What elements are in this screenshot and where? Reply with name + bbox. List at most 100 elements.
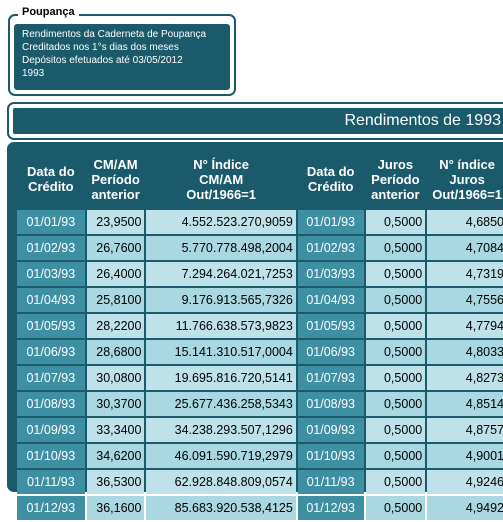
table-header-row: Data do Crédito CM/AM Período anterior N… [17, 150, 503, 208]
cell-indice-cm-am: 11.766.638.573,9823 [146, 314, 296, 338]
cell-indice-cm-am: 85.683.920.538,4125 [146, 496, 296, 520]
cell-indice-cm-am: 25.677.436.258,5343 [146, 392, 296, 416]
header-data-credito-2: Data do Crédito [297, 150, 364, 208]
table-container: Data do Crédito CM/AM Período anterior N… [7, 142, 503, 520]
header-line: N° Índice [193, 156, 250, 172]
cell-data-credito: 01/03/93 [297, 262, 364, 286]
header-line: Período [91, 171, 140, 187]
cell-data-credito: 01/12/93 [17, 496, 85, 520]
cell-data-credito: 01/02/93 [17, 236, 85, 260]
header-line: anterior [371, 186, 420, 202]
table-row: 01/03/93 26,4000 7.294.264.021,7253 01/03/9… [17, 262, 503, 286]
banner-title: Rendimentos de 1993 [13, 108, 503, 134]
legend-line: 1993 [22, 68, 45, 79]
banner: Rendimentos de 1993 [7, 102, 503, 140]
cell-indice-juros: 4,9246 [427, 470, 503, 494]
cell-cm-am: 23,9500 [86, 210, 145, 234]
cell-indice-juros: 4,8273 [427, 366, 503, 390]
table-row: 01/12/93 36,1600 85.683.920.538,4125 01/12/… [17, 496, 503, 520]
cell-data-credito: 01/08/93 [297, 392, 364, 416]
cell-juros: 0,5000 [365, 470, 426, 494]
header-line: Data do [306, 164, 355, 179]
cell-cm-am: 26,7600 [86, 236, 145, 260]
cell-data-credito: 01/04/93 [17, 288, 85, 312]
cell-data-credito: 01/01/93 [297, 210, 364, 234]
cell-data-credito: 01/10/93 [297, 444, 364, 468]
rates-table: Data do Crédito CM/AM Período anterior N… [15, 148, 503, 522]
cell-indice-cm-am: 7.294.264.021,7253 [146, 262, 296, 286]
table-row: 01/04/93 25,8100 9.176.913.565,7326 01/04/9… [17, 288, 503, 312]
cell-data-credito: 01/04/93 [297, 288, 364, 312]
header-line: Out/1966=1 [432, 186, 502, 202]
cell-indice-juros: 4,6850 [427, 210, 503, 234]
cell-juros: 0,5000 [365, 236, 426, 260]
cell-cm-am: 34,6200 [86, 444, 145, 468]
cell-data-credito: 01/10/93 [17, 444, 85, 468]
cell-juros: 0,5000 [365, 288, 426, 312]
table-row: 01/06/93 28,6800 15.141.310.517,0004 01/06/… [17, 340, 503, 364]
header-line: Juros [377, 156, 414, 172]
cell-data-credito: 01/02/93 [297, 236, 364, 260]
cell-juros: 0,5000 [365, 314, 426, 338]
header-data-credito-1: Data do Crédito [17, 150, 85, 208]
table-row: 01/08/93 30,3700 25.677.436.258,5343 01/08/… [17, 392, 503, 416]
cell-juros: 0,5000 [365, 496, 426, 520]
cell-indice-cm-am: 4.552.523.270,9059 [146, 210, 296, 234]
cell-cm-am: 26,4000 [86, 262, 145, 286]
cell-indice-cm-am: 46.091.590.719,2979 [146, 444, 296, 468]
table-row: 01/09/93 33,3400 34.238.293.507,1296 01/09/… [17, 418, 503, 442]
header-line: Out/1966=1 [186, 186, 257, 202]
cell-data-credito: 01/09/93 [297, 418, 364, 442]
cell-indice-juros: 4,9001 [427, 444, 503, 468]
header-line: N° índice [439, 156, 495, 172]
cell-data-credito: 01/05/93 [297, 314, 364, 338]
cell-juros: 0,5000 [365, 444, 426, 468]
cell-data-credito: 01/06/93 [17, 340, 85, 364]
table-row: 01/07/93 30,0800 19.695.816.720,5141 01/07/… [17, 366, 503, 390]
cell-indice-cm-am: 5.770.778.498,2004 [146, 236, 296, 260]
legend-line: Depósitos efetuados até 03/05/2012 [22, 55, 183, 66]
cell-data-credito: 01/08/93 [17, 392, 85, 416]
header-line: Data do [26, 164, 75, 179]
cell-indice-juros: 4,8033 [427, 340, 503, 364]
cell-cm-am: 25,8100 [86, 288, 145, 312]
cell-indice-cm-am: 34.238.293.507,1296 [146, 418, 296, 442]
header-indice-juros: N° índice Juros Out/1966=1 [427, 150, 503, 208]
legend-box: Poupança Rendimentos da Caderneta de Pou… [8, 6, 236, 96]
cell-data-credito: 01/11/93 [297, 470, 364, 494]
cell-data-credito: 01/12/93 [297, 496, 364, 520]
table-row: 01/11/93 36,5300 62.928.848.809,0574 01/11/… [17, 470, 503, 494]
cell-data-credito: 01/05/93 [17, 314, 85, 338]
cell-cm-am: 28,2200 [86, 314, 145, 338]
cell-data-credito: 01/06/93 [297, 340, 364, 364]
table-row: 01/10/93 34,6200 46.091.590.719,2979 01/10/… [17, 444, 503, 468]
cell-data-credito: 01/09/93 [17, 418, 85, 442]
cell-indice-juros: 4,9492 [427, 496, 503, 520]
header-line: CM/AM [93, 156, 138, 172]
table-row: 01/02/93 26,7600 5.770.778.498,2004 01/02/9… [17, 236, 503, 260]
cell-indice-cm-am: 19.695.816.720,5141 [146, 366, 296, 390]
header-indice-cm-am: N° Índice CM/AM Out/1966=1 [146, 150, 296, 208]
cell-juros: 0,5000 [365, 366, 426, 390]
cell-cm-am: 36,5300 [86, 470, 145, 494]
cell-indice-juros: 4,7794 [427, 314, 503, 338]
cell-data-credito: 01/11/93 [17, 470, 85, 494]
header-cm-am: CM/AM Período anterior [86, 150, 145, 208]
cell-juros: 0,5000 [365, 210, 426, 234]
header-line: anterior [91, 186, 140, 202]
cell-indice-juros: 4,8514 [427, 392, 503, 416]
cell-juros: 0,5000 [365, 340, 426, 364]
cell-juros: 0,5000 [365, 262, 426, 286]
header-line: Juros [449, 171, 485, 187]
cell-data-credito: 01/01/93 [17, 210, 85, 234]
cell-data-credito: 01/07/93 [297, 366, 364, 390]
cell-indice-juros: 4,7319 [427, 262, 503, 286]
cell-data-credito: 01/03/93 [17, 262, 85, 286]
header-line: CM/AM [199, 171, 244, 187]
cell-cm-am: 28,6800 [86, 340, 145, 364]
cell-indice-juros: 4,7556 [427, 288, 503, 312]
legend-line: Creditados nos 1°s dias dos meses [22, 42, 179, 53]
header-line: Período [371, 171, 420, 187]
legend-title: Poupança [18, 6, 79, 18]
header-juros: Juros Período anterior [365, 150, 426, 208]
